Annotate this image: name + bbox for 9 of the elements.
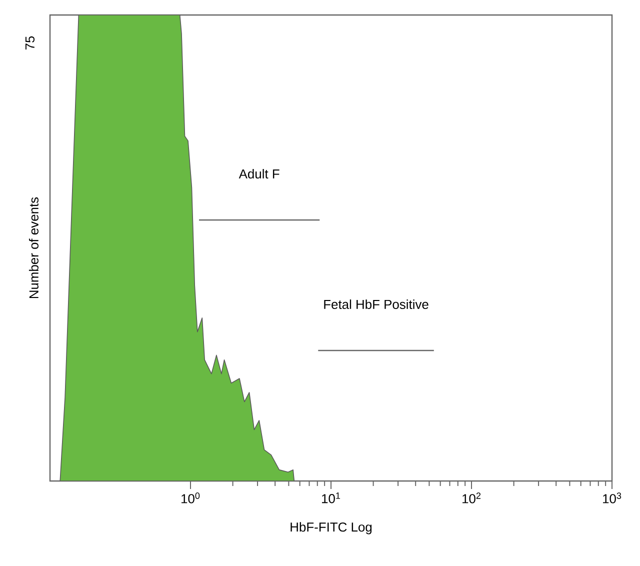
x-axis-title: HbF-FITC Log: [290, 522, 372, 534]
x-tick-label: 10$^{1}$: [322, 492, 340, 504]
x-tick-label: 10$^{2}$: [462, 492, 481, 504]
annotation: Fetal HbF Positive: [324, 299, 428, 309]
y-axis-title: Number of events: [28, 197, 38, 298]
x-tick-label: 10$^{3}$: [603, 492, 622, 504]
x-tick-label: 10$^{0}$: [182, 492, 200, 504]
annotation: Adult F: [238, 169, 280, 179]
text: 75: [25, 36, 35, 50]
